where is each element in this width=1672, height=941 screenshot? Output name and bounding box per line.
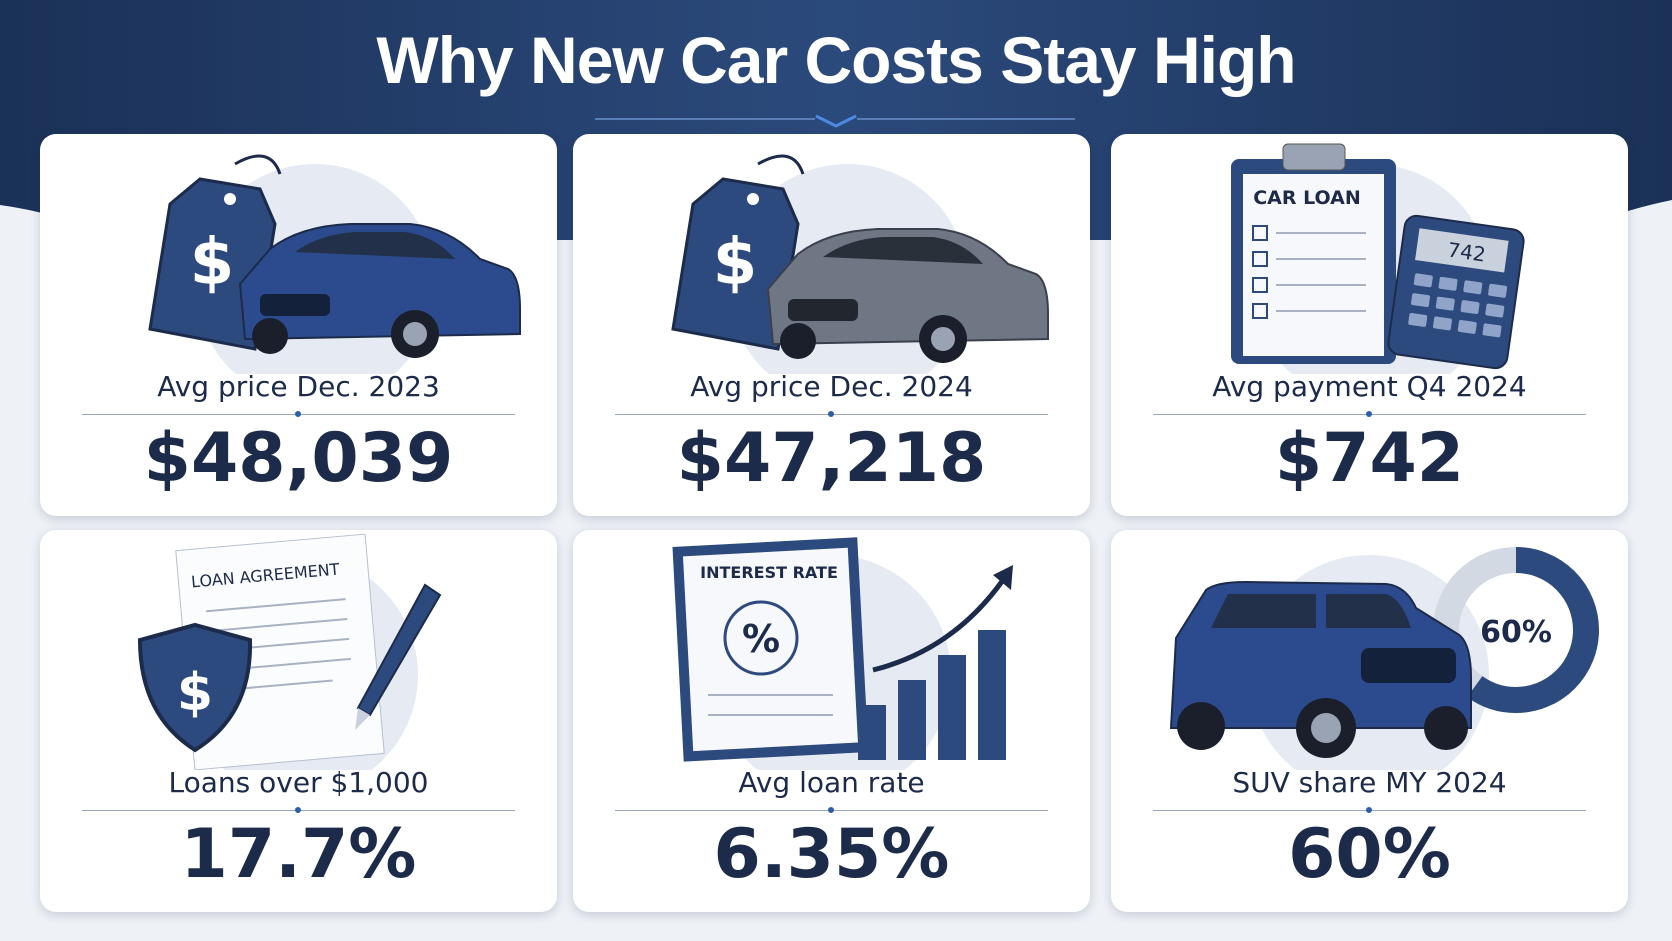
pen-tip (355, 708, 370, 730)
report (682, 547, 858, 752)
title: Why New Car Costs Stay High (376, 23, 1296, 97)
stat-value: $47,218 (676, 419, 987, 498)
icon-part (1460, 300, 1480, 315)
calculator-display (1415, 228, 1509, 273)
divider-dot (828, 807, 834, 813)
icon-text: INTEREST RATE (700, 563, 838, 582)
icon-text: CAR LOAN (1253, 187, 1361, 209)
wheel (252, 318, 288, 354)
checklist (1252, 225, 1366, 319)
stat-card: $ Avg price Dec. 2023 $48,039 (40, 134, 557, 516)
icon-text: $ (190, 226, 235, 300)
stat-value: $48,039 (143, 419, 454, 498)
suv-window (1211, 594, 1316, 628)
divider-dot (1366, 411, 1372, 417)
icon-text: 742 (1446, 238, 1487, 267)
stat-value: $742 (1274, 419, 1465, 498)
icon-text: % (742, 617, 780, 661)
icon-part (1482, 323, 1502, 338)
icon-part (898, 680, 926, 760)
wheel (1424, 706, 1468, 750)
stat-label: Avg price Dec. 2024 (690, 370, 973, 403)
icon-part (978, 630, 1006, 760)
divider-dot (295, 411, 301, 417)
icon-part (938, 655, 966, 760)
icon-part (206, 598, 346, 613)
icon-text: $ (177, 663, 213, 723)
icon: 60% (1169, 547, 1599, 770)
icon: $ (148, 154, 521, 374)
tag-string (757, 154, 805, 175)
title-chevron (815, 114, 857, 128)
icon-part (1252, 225, 1268, 241)
icon: LOAN AGREEMENT $ (137, 533, 442, 770)
stat-card: CAR LOAN 742 Avg payment Q4 2024 $742 (1111, 134, 1628, 516)
icon-part (1413, 273, 1433, 288)
icon-part (1252, 277, 1268, 293)
stat-label: SUV share MY 2024 (1232, 766, 1507, 799)
icon: CAR LOAN 742 (1231, 143, 1525, 374)
car-window (295, 232, 455, 259)
icon-part (1457, 319, 1477, 334)
icon-part (1252, 303, 1268, 319)
report-lines (708, 694, 833, 716)
divider-dot (295, 807, 301, 813)
suv-window (1326, 594, 1411, 628)
car (766, 228, 1049, 363)
stat-label: Avg payment Q4 2024 (1212, 370, 1527, 403)
stat-label: Avg price Dec. 2023 (157, 370, 440, 403)
grille (788, 299, 858, 321)
stat-label: Loans over $1,000 (168, 766, 429, 799)
icon-part (1488, 283, 1508, 298)
icon-part (858, 705, 886, 760)
suv (1169, 580, 1472, 758)
hub (403, 322, 427, 346)
hub (931, 327, 955, 351)
stat-value: 17.7% (180, 815, 417, 894)
icon-part (1433, 316, 1452, 331)
bars (858, 630, 1006, 760)
divider-dot (1366, 807, 1372, 813)
divider-dot (828, 411, 834, 417)
icon-part (1438, 276, 1458, 291)
arrow-head (993, 565, 1013, 590)
icon-part (1435, 296, 1455, 311)
tag-hole (747, 193, 759, 205)
shield (137, 622, 253, 753)
hub (1311, 713, 1341, 743)
stat-value: 6.35% (713, 815, 950, 894)
icon: INTEREST RATE % (672, 537, 1013, 770)
price-tag (671, 177, 800, 351)
tag-hole (224, 193, 236, 205)
car (238, 223, 521, 358)
icon-part (1485, 303, 1505, 318)
icon: $ (671, 154, 1049, 374)
tag-string (234, 154, 282, 175)
grille (260, 294, 330, 316)
stat-card: INTEREST RATE % Avg loan rate 6.35% (573, 530, 1090, 912)
percent-ring (723, 600, 799, 676)
clip (1282, 143, 1346, 171)
car-window (823, 237, 983, 264)
stat-card: $ Avg price Dec. 2024 $47,218 (573, 134, 1090, 516)
stat-value: 60% (1288, 815, 1451, 894)
wheel (780, 323, 816, 359)
stat-card: LOAN AGREEMENT $ Loans over $1,000 17.7% (40, 530, 557, 912)
trend-arrow (872, 578, 1006, 673)
calculator-keys (1408, 273, 1508, 338)
wheel (1177, 702, 1225, 750)
icon-part (1408, 313, 1428, 327)
donut-arc (1433, 547, 1599, 713)
icon-part (1411, 293, 1431, 308)
stat-card: 60% SUV share MY 2024 60% (1111, 530, 1628, 912)
icon-part (1463, 280, 1483, 295)
stat-label: Avg loan rate (738, 766, 925, 799)
grille (1361, 648, 1456, 683)
icon-text: $ (713, 226, 758, 300)
icon-part (207, 618, 348, 633)
donut-label: 60% (1480, 615, 1552, 650)
icon-part (1252, 251, 1268, 267)
